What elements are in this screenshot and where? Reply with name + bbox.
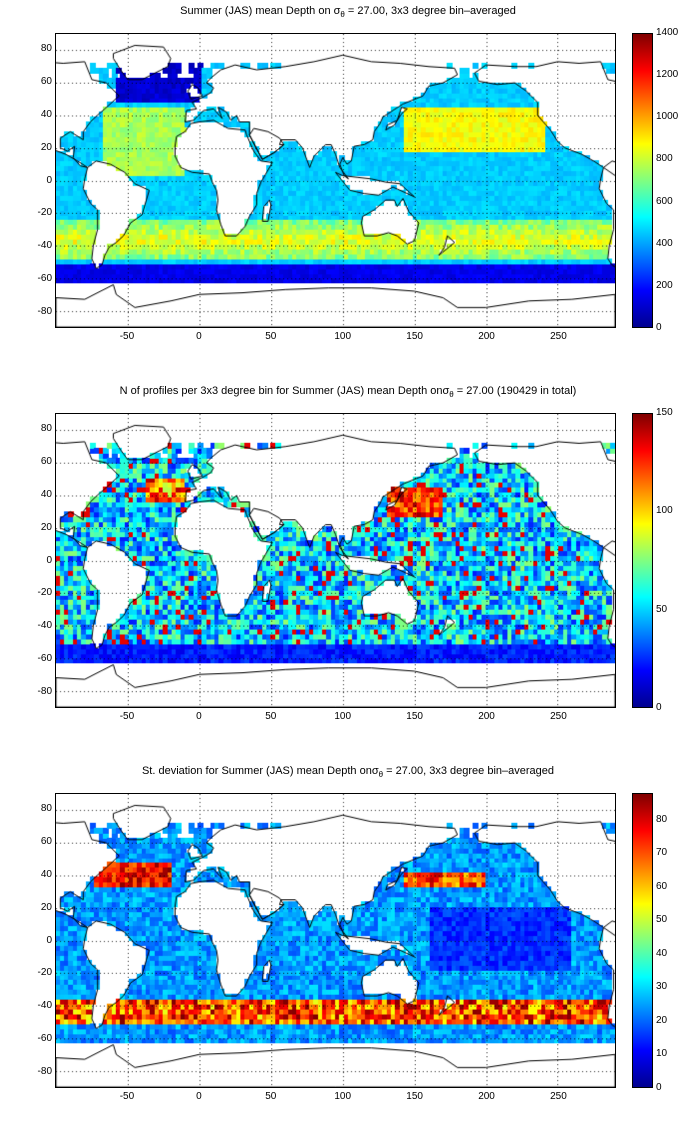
y-tick-label: -40 [37, 620, 52, 632]
y-tick-label: 0 [46, 554, 52, 566]
x-tick-label: 0 [196, 1091, 202, 1102]
y-tick-label: 40 [40, 868, 52, 880]
x-tick-label: 0 [196, 331, 202, 342]
colorbar-tick-label: 600 [656, 195, 673, 207]
map-plot [55, 33, 616, 328]
x-tick-label: 250 [550, 331, 567, 342]
y-tick-label: -80 [37, 685, 52, 697]
map-canvas [56, 34, 615, 327]
x-tick-label: 250 [550, 1091, 567, 1102]
x-tick-label: -50 [119, 1091, 135, 1102]
y-tick-label: 20 [40, 141, 52, 153]
y-tick-label: 80 [40, 803, 52, 815]
colorbar-tick-label: 80 [656, 813, 668, 825]
colorbar-tick-label: 50 [656, 603, 668, 615]
y-tick-label: -20 [37, 967, 52, 979]
x-tick-label: 200 [478, 1091, 495, 1102]
map-canvas [56, 794, 615, 1087]
y-tick-label: 40 [40, 488, 52, 500]
colorbar-tick-label: 200 [656, 279, 673, 291]
colorbar-tick-label: 50 [656, 914, 668, 926]
panel-title: Summer (JAS) mean Depth on σθ = 27.00, 3… [180, 5, 516, 20]
map-plot [55, 793, 616, 1088]
colorbar-tick-label: 150 [656, 407, 673, 418]
colorbar [632, 413, 653, 708]
colorbar-tick-label: 1000 [656, 111, 679, 123]
x-tick-label: 100 [334, 711, 352, 722]
colorbar-tick-label: 10 [656, 1048, 668, 1060]
x-tick-label: 250 [550, 711, 567, 722]
x-tick-label: 100 [334, 331, 352, 342]
colorbar-tick-label: 100 [656, 505, 673, 517]
x-tick-label: 200 [478, 331, 495, 342]
x-tick-label: 150 [406, 1091, 423, 1102]
colorbar [632, 33, 653, 328]
colorbar-tick-label: 60 [656, 880, 668, 892]
y-tick-label: 20 [40, 901, 52, 913]
y-tick-label: 60 [40, 76, 52, 88]
y-tick-label: -20 [37, 207, 52, 219]
panel-title: St. deviation for Summer (JAS) mean Dept… [141, 765, 555, 780]
colorbar-tick-label: 1200 [656, 69, 679, 81]
y-tick-label: -20 [37, 587, 52, 599]
colorbar [632, 793, 653, 1088]
y-tick-label: 0 [46, 174, 52, 186]
x-tick-label: -50 [119, 711, 135, 722]
colorbar-tick-label: 0 [656, 1082, 662, 1093]
y-tick-label: 20 [40, 521, 52, 533]
y-tick-label: 60 [40, 456, 52, 468]
map-plot [55, 413, 616, 708]
colorbar-tick-label: 400 [656, 237, 673, 249]
x-tick-label: 50 [265, 711, 277, 722]
y-tick-label: 0 [46, 934, 52, 946]
y-tick-label: -80 [37, 1065, 52, 1077]
x-tick-label: 50 [265, 1091, 277, 1102]
colorbar-tick-label: 40 [656, 947, 668, 959]
colorbar-tick-label: 0 [656, 702, 662, 713]
y-tick-label: -60 [37, 272, 52, 284]
colorbar-tick-label: 1400 [656, 27, 679, 38]
colorbar-tick-label: 20 [656, 1014, 668, 1026]
x-tick-label: 100 [334, 1091, 352, 1102]
panel-title: N of profiles per 3x3 degree bin for Sum… [119, 385, 577, 400]
x-tick-label: 150 [406, 711, 423, 722]
x-tick-label: -50 [119, 331, 135, 342]
y-tick-label: -60 [37, 652, 52, 664]
x-tick-label: 150 [406, 331, 423, 342]
colorbar-tick-label: 800 [656, 153, 673, 165]
y-tick-label: 80 [40, 423, 52, 435]
y-tick-label: -40 [37, 1000, 52, 1012]
y-tick-label: -60 [37, 1032, 52, 1044]
y-tick-label: 60 [40, 836, 52, 848]
colorbar-tick-label: 0 [656, 322, 662, 333]
colorbar-tick-label: 30 [656, 981, 668, 993]
y-tick-label: -80 [37, 305, 52, 317]
y-tick-label: -40 [37, 240, 52, 252]
y-tick-label: 40 [40, 108, 52, 120]
x-tick-label: 50 [265, 331, 277, 342]
x-tick-label: 0 [196, 711, 202, 722]
x-tick-label: 200 [478, 711, 495, 722]
colorbar-tick-label: 70 [656, 847, 668, 859]
y-tick-label: 80 [40, 43, 52, 55]
map-canvas [56, 414, 615, 707]
